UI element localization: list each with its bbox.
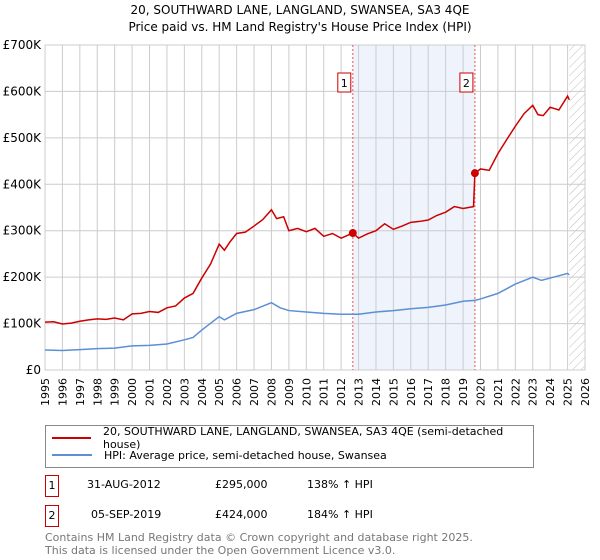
price-chart: 20, SOUTHWARD LANE, LANGLAND, SWANSEA, S…	[3, 3, 592, 406]
x-tick-label: 2004	[196, 378, 209, 406]
sale-point	[348, 229, 357, 238]
x-tick-label: 1998	[91, 378, 104, 406]
x-tick-label: 2001	[144, 378, 157, 406]
x-tick-label: 2008	[265, 378, 278, 406]
transaction-price: £295,000	[215, 478, 268, 491]
transaction-number: 1	[45, 475, 59, 497]
legend-label: HPI: Average price, semi-detached house,…	[104, 448, 387, 462]
y-tick-label: £100K	[3, 317, 43, 331]
series-line	[44, 94, 571, 325]
x-tick-label: 2002	[161, 378, 174, 406]
x-tick-label: 2016	[405, 378, 418, 406]
legend-item-hpi: HPI: Average price, semi-detached house,…	[52, 448, 387, 462]
x-tick-label: 1996	[56, 378, 69, 406]
transaction-hpi: 138% ↑ HPI	[307, 478, 373, 491]
sale-marker-box	[459, 72, 474, 93]
y-tick-label: £500K	[3, 131, 43, 145]
transaction-number: 2	[45, 505, 59, 527]
legend-item-property: 20, SOUTHWARD LANE, LANGLAND, SWANSEA, S…	[52, 425, 533, 451]
legend-swatch	[52, 454, 92, 456]
transaction-date: 05-SEP-2019	[91, 508, 162, 521]
x-tick-label: 2012	[335, 378, 348, 406]
chart-legend: 20, SOUTHWARD LANE, LANGLAND, SWANSEA, S…	[45, 425, 534, 468]
plot-border	[44, 44, 586, 371]
footer-line: Contains HM Land Registry data © Crown c…	[45, 531, 473, 544]
x-tick-label: 2026	[579, 378, 592, 406]
x-tick-label: 2006	[231, 378, 244, 406]
x-tick-label: 2010	[300, 378, 313, 406]
y-tick-label: £0	[26, 363, 41, 377]
x-tick-label: 2023	[527, 378, 540, 406]
x-tick-label: 2007	[248, 378, 261, 406]
x-tick-label: 2025	[562, 378, 575, 406]
y-tick-label: £600K	[3, 84, 43, 98]
x-tick-label: 2019	[457, 378, 470, 406]
x-tick-label: 1999	[109, 378, 122, 406]
x-tick-label: 2013	[353, 378, 366, 406]
x-tick-label: 1997	[74, 378, 87, 406]
footer-line: This data is licensed under the Open Gov…	[45, 544, 396, 557]
x-tick-label: 2003	[178, 378, 191, 406]
sale-period-shading	[352, 45, 475, 370]
x-tick-label: 2014	[370, 378, 383, 406]
sale-marker-label: 2	[463, 77, 470, 90]
sale-point	[470, 169, 479, 178]
x-tick-label: 2018	[440, 378, 453, 406]
chart-title: 20, SOUTHWARD LANE, LANGLAND, SWANSEA, S…	[131, 3, 470, 17]
x-tick-label: 2000	[126, 378, 139, 406]
x-tick-label: 1995	[39, 378, 52, 406]
legend-swatch	[52, 437, 91, 439]
x-tick-label: 2017	[422, 378, 435, 406]
legend-label: 20, SOUTHWARD LANE, LANGLAND, SWANSEA, S…	[102, 425, 504, 451]
x-tick-label: 2020	[474, 378, 487, 406]
transaction-price: £424,000	[215, 508, 268, 521]
y-tick-label: £200K	[3, 270, 43, 284]
sale-marker-box	[337, 72, 352, 93]
x-tick-label: 2011	[318, 378, 331, 406]
x-tick-label: 2009	[283, 378, 296, 406]
x-tick-label: 2021	[492, 378, 505, 406]
transaction-date: 31-AUG-2012	[87, 478, 161, 491]
series-line	[44, 272, 570, 352]
y-tick-label: £700K	[3, 38, 43, 52]
y-tick-label: £300K	[3, 224, 43, 238]
x-tick-label: 2024	[544, 378, 557, 406]
x-tick-label: 2005	[213, 378, 226, 406]
footer-text: Contains HM Land Registry data © Crown c…	[45, 531, 473, 557]
y-tick-label: £400K	[3, 177, 43, 191]
sale-marker-label: 1	[341, 77, 348, 90]
transaction-hpi: 184% ↑ HPI	[307, 508, 373, 521]
x-tick-label: 2022	[509, 378, 522, 406]
forecast-hatch	[569, 45, 585, 370]
chart-subtitle: Price paid vs. HM Land Registry's House …	[128, 20, 471, 34]
x-tick-label: 2015	[387, 378, 400, 406]
